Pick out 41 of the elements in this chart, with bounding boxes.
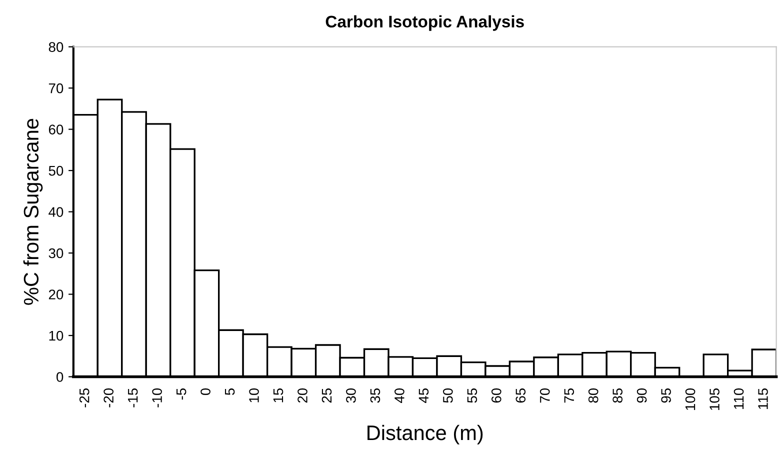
- x-tick-label: 10: [249, 388, 259, 402]
- x-tick-label: -10: [152, 388, 162, 408]
- x-tick-label: 30: [346, 388, 356, 403]
- x-tick-label: 60: [491, 388, 502, 403]
- y-tick-label: 30: [48, 248, 64, 258]
- x-tick-label: -25: [79, 388, 90, 408]
- x-tick-label: 40: [394, 388, 404, 403]
- x-tick-label: 25: [322, 388, 332, 403]
- x-tick-label: 65: [516, 388, 526, 403]
- x-tick-label: 50: [442, 388, 453, 403]
- x-axis-title: Distance (m): [368, 424, 483, 444]
- x-tick-label: 115: [758, 388, 768, 409]
- y-tick-label: 10: [49, 330, 64, 341]
- x-tick-label: -20: [104, 388, 114, 408]
- y-tick-label: 40: [48, 207, 64, 217]
- x-tick-label: -15: [128, 388, 138, 408]
- y-tick-label: 80: [48, 42, 64, 52]
- x-tick-label: 5: [224, 388, 235, 396]
- x-tick-label: 100: [685, 388, 696, 410]
- y-tick-label: 0: [56, 372, 64, 382]
- y-axis-title: %C from Sugarcane: [23, 118, 43, 305]
- x-tick-label: 80: [588, 388, 598, 403]
- x-tick-label: 55: [467, 388, 478, 403]
- x-tick-label: 85: [612, 388, 622, 403]
- y-tick-label: 70: [48, 83, 64, 94]
- x-tick-label: 15: [273, 388, 284, 402]
- y-tick-label: 20: [48, 290, 64, 300]
- x-tick-label: 75: [564, 388, 574, 403]
- y-tick-label: 50: [48, 166, 64, 176]
- x-tick-label: 35: [370, 388, 380, 403]
- x-tick-label: -5: [176, 388, 186, 400]
- x-tick-label: 90: [636, 388, 647, 403]
- x-tick-label: 45: [418, 388, 429, 403]
- x-tick-label: 105: [710, 388, 720, 410]
- x-tick-label: 70: [540, 388, 550, 403]
- x-tick-label: 20: [298, 388, 308, 403]
- y-tick-label: 60: [48, 124, 64, 134]
- chart-title: Carbon Isotopic Analysis: [326, 15, 524, 31]
- x-tick-label: 0: [200, 388, 210, 396]
- x-tick-label: 110: [734, 388, 744, 409]
- x-tick-label: 95: [661, 388, 671, 403]
